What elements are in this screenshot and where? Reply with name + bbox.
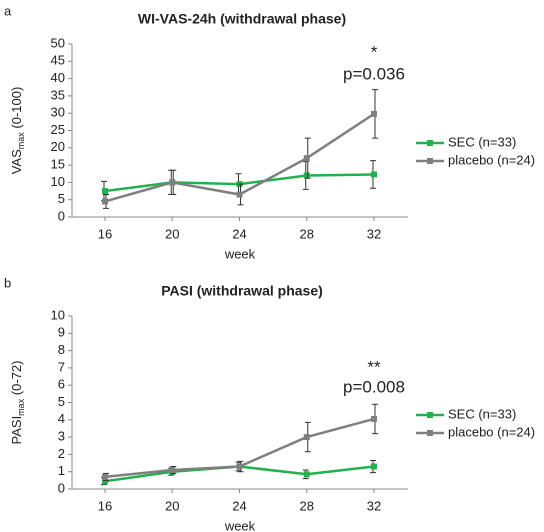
x-axis-label: week — [224, 518, 256, 532]
chart-panel: a WI-VAS-24h (withdrawal phase) VASmax (0-… — [4, 3, 535, 261]
y-tick-label: 0 — [58, 480, 65, 495]
x-tick-label: 24 — [232, 498, 246, 513]
marker — [102, 473, 108, 480]
x-tick-label: 20 — [165, 498, 179, 513]
x-tick-label: 16 — [98, 498, 112, 513]
y-tick-label: 35 — [51, 87, 65, 102]
y-tick-label: 0 — [58, 208, 65, 223]
marker — [303, 434, 310, 441]
y-label-main: VAS — [9, 149, 24, 174]
chart-title: WI-VAS-24h (withdrawal phase) — [138, 11, 346, 27]
x-tick-label: 32 — [367, 226, 381, 241]
marker — [102, 198, 108, 205]
x-tick-label: 16 — [98, 226, 112, 241]
marker — [102, 478, 108, 485]
marker — [303, 155, 310, 162]
y-label-sub: max — [16, 398, 26, 416]
marker — [236, 191, 243, 198]
series-line — [104, 112, 375, 203]
legend-label: SEC (n=33) — [448, 134, 516, 149]
legend-label: SEC (n=33) — [448, 406, 516, 421]
y-tick-label: 25 — [51, 122, 65, 137]
y-tick-label: 45 — [51, 53, 65, 68]
y-tick-label: 10 — [51, 307, 65, 322]
marker — [371, 110, 377, 117]
y-tick-label: 2 — [58, 446, 65, 461]
y-tick-label: 6 — [58, 377, 65, 392]
panel-label: b — [4, 275, 11, 290]
y-tick-label: 5 — [58, 191, 65, 206]
y-tick-label: 20 — [51, 139, 65, 154]
y-label-rest: (0-72) — [9, 361, 24, 399]
x-tick-label: 28 — [300, 498, 314, 513]
y-axis-label: VASmax (0-100) — [9, 87, 26, 175]
marker — [102, 188, 108, 195]
legend-marker — [427, 140, 433, 146]
x-tick-label: 28 — [300, 226, 314, 241]
y-tick-label: 9 — [58, 325, 65, 340]
y-tick-label: 30 — [51, 105, 65, 120]
marker — [371, 463, 377, 470]
y-tick-label: 3 — [58, 429, 65, 444]
y-tick-label: 4 — [58, 411, 65, 426]
y-tick-label: 40 — [51, 70, 65, 85]
y-label-sub: max — [16, 132, 26, 150]
x-tick-label: 20 — [165, 226, 179, 241]
y-tick-label: 10 — [51, 174, 65, 189]
y-label-rest: (0-100) — [9, 87, 24, 133]
legend-label: placebo (n=24) — [448, 424, 535, 439]
legend-marker — [427, 158, 433, 164]
y-tick-label: 8 — [58, 342, 65, 357]
y-label-main: PASI — [9, 416, 24, 445]
marker — [169, 179, 176, 186]
legend-marker — [427, 430, 433, 436]
annotation: ** — [367, 357, 381, 376]
annotation: p=0.008 — [343, 377, 405, 396]
marker — [371, 415, 377, 422]
panel-label: a — [4, 3, 12, 18]
annotation: p=0.036 — [343, 64, 405, 83]
legend-marker — [427, 412, 433, 418]
x-tick-label: 32 — [367, 498, 381, 513]
y-tick-label: 5 — [58, 394, 65, 409]
y-tick-label: 50 — [51, 35, 65, 50]
y-tick-label: 1 — [58, 463, 65, 478]
y-tick-label: 15 — [51, 157, 65, 172]
marker — [371, 171, 377, 178]
marker — [303, 471, 310, 478]
chart-title: PASI (withdrawal phase) — [161, 283, 323, 299]
marker — [236, 463, 243, 470]
x-tick-label: 24 — [232, 226, 246, 241]
x-axis-label: week — [224, 246, 256, 261]
marker — [169, 466, 176, 473]
annotation: * — [371, 42, 378, 61]
y-tick-label: 7 — [58, 359, 65, 374]
chart-panel: b PASI (withdrawal phase) PASImax (0-72) 0 1… — [4, 275, 535, 532]
y-axis-label: PASImax (0-72) — [9, 361, 26, 445]
legend-label: placebo (n=24) — [448, 152, 535, 167]
marker — [303, 172, 310, 179]
